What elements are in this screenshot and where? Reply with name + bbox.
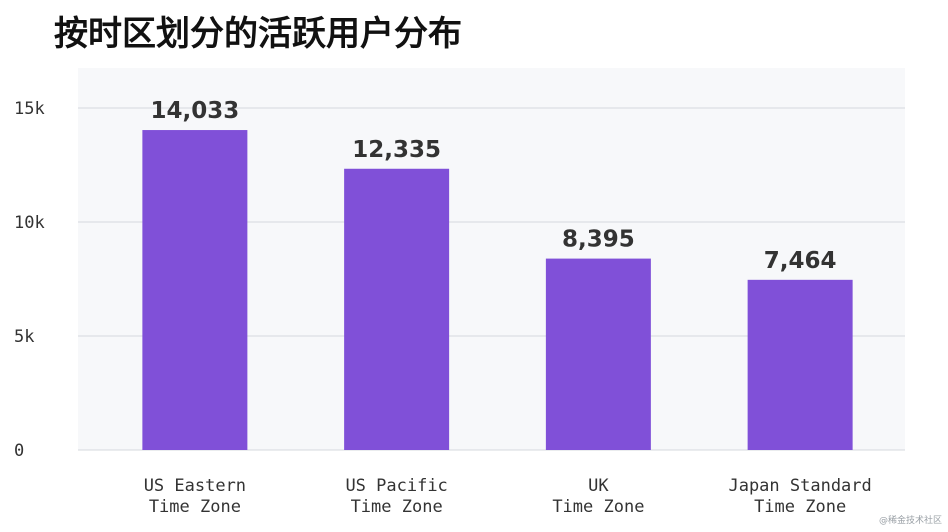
- data-label: 12,335: [352, 137, 441, 163]
- y-tick-label: 10k: [14, 213, 45, 233]
- y-tick-label: 15k: [14, 99, 45, 119]
- bar: [142, 130, 248, 450]
- data-label: 14,033: [150, 98, 239, 124]
- x-tick-label: Time Zone: [754, 497, 846, 517]
- bar: [545, 258, 651, 450]
- y-axis-ticks: 0 5k 10k 15k: [14, 99, 45, 461]
- bar: [747, 279, 853, 450]
- data-labels: 14,033 12,335 8,395 7,464: [150, 98, 836, 274]
- y-tick-label: 0: [14, 441, 24, 461]
- chart-title: 按时区划分的活跃用户分布: [54, 14, 462, 54]
- watermark: @稀金技术社区: [878, 516, 942, 526]
- x-tick-label: US Pacific: [345, 476, 447, 496]
- x-tick-label: Time Zone: [149, 497, 241, 517]
- x-tick-label: Time Zone: [351, 497, 443, 517]
- data-label: 8,395: [562, 227, 635, 253]
- x-tick-label: US Eastern: [144, 476, 246, 496]
- x-tick-label: UK: [588, 476, 609, 496]
- y-tick-label: 5k: [14, 327, 34, 347]
- bar: [344, 168, 450, 450]
- x-tick-label: Japan Standard: [728, 476, 871, 496]
- data-label: 7,464: [764, 248, 837, 274]
- bars: [142, 130, 853, 450]
- x-tick-label: Time Zone: [552, 497, 644, 517]
